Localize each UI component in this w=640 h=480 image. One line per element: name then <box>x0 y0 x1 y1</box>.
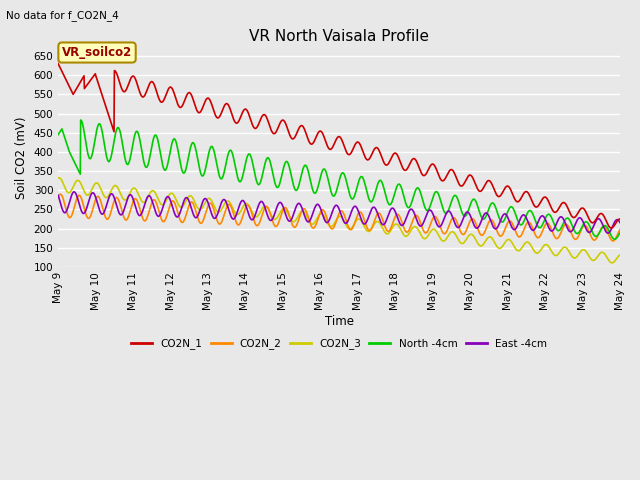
Y-axis label: Soil CO2 (mV): Soil CO2 (mV) <box>15 117 28 199</box>
Text: No data for f_CO2N_4: No data for f_CO2N_4 <box>6 10 119 21</box>
Text: VR_soilco2: VR_soilco2 <box>62 46 132 59</box>
Legend: CO2N_1, CO2N_2, CO2N_3, North -4cm, East -4cm: CO2N_1, CO2N_2, CO2N_3, North -4cm, East… <box>127 335 551 354</box>
X-axis label: Time: Time <box>324 315 353 328</box>
Title: VR North Vaisala Profile: VR North Vaisala Profile <box>249 29 429 44</box>
